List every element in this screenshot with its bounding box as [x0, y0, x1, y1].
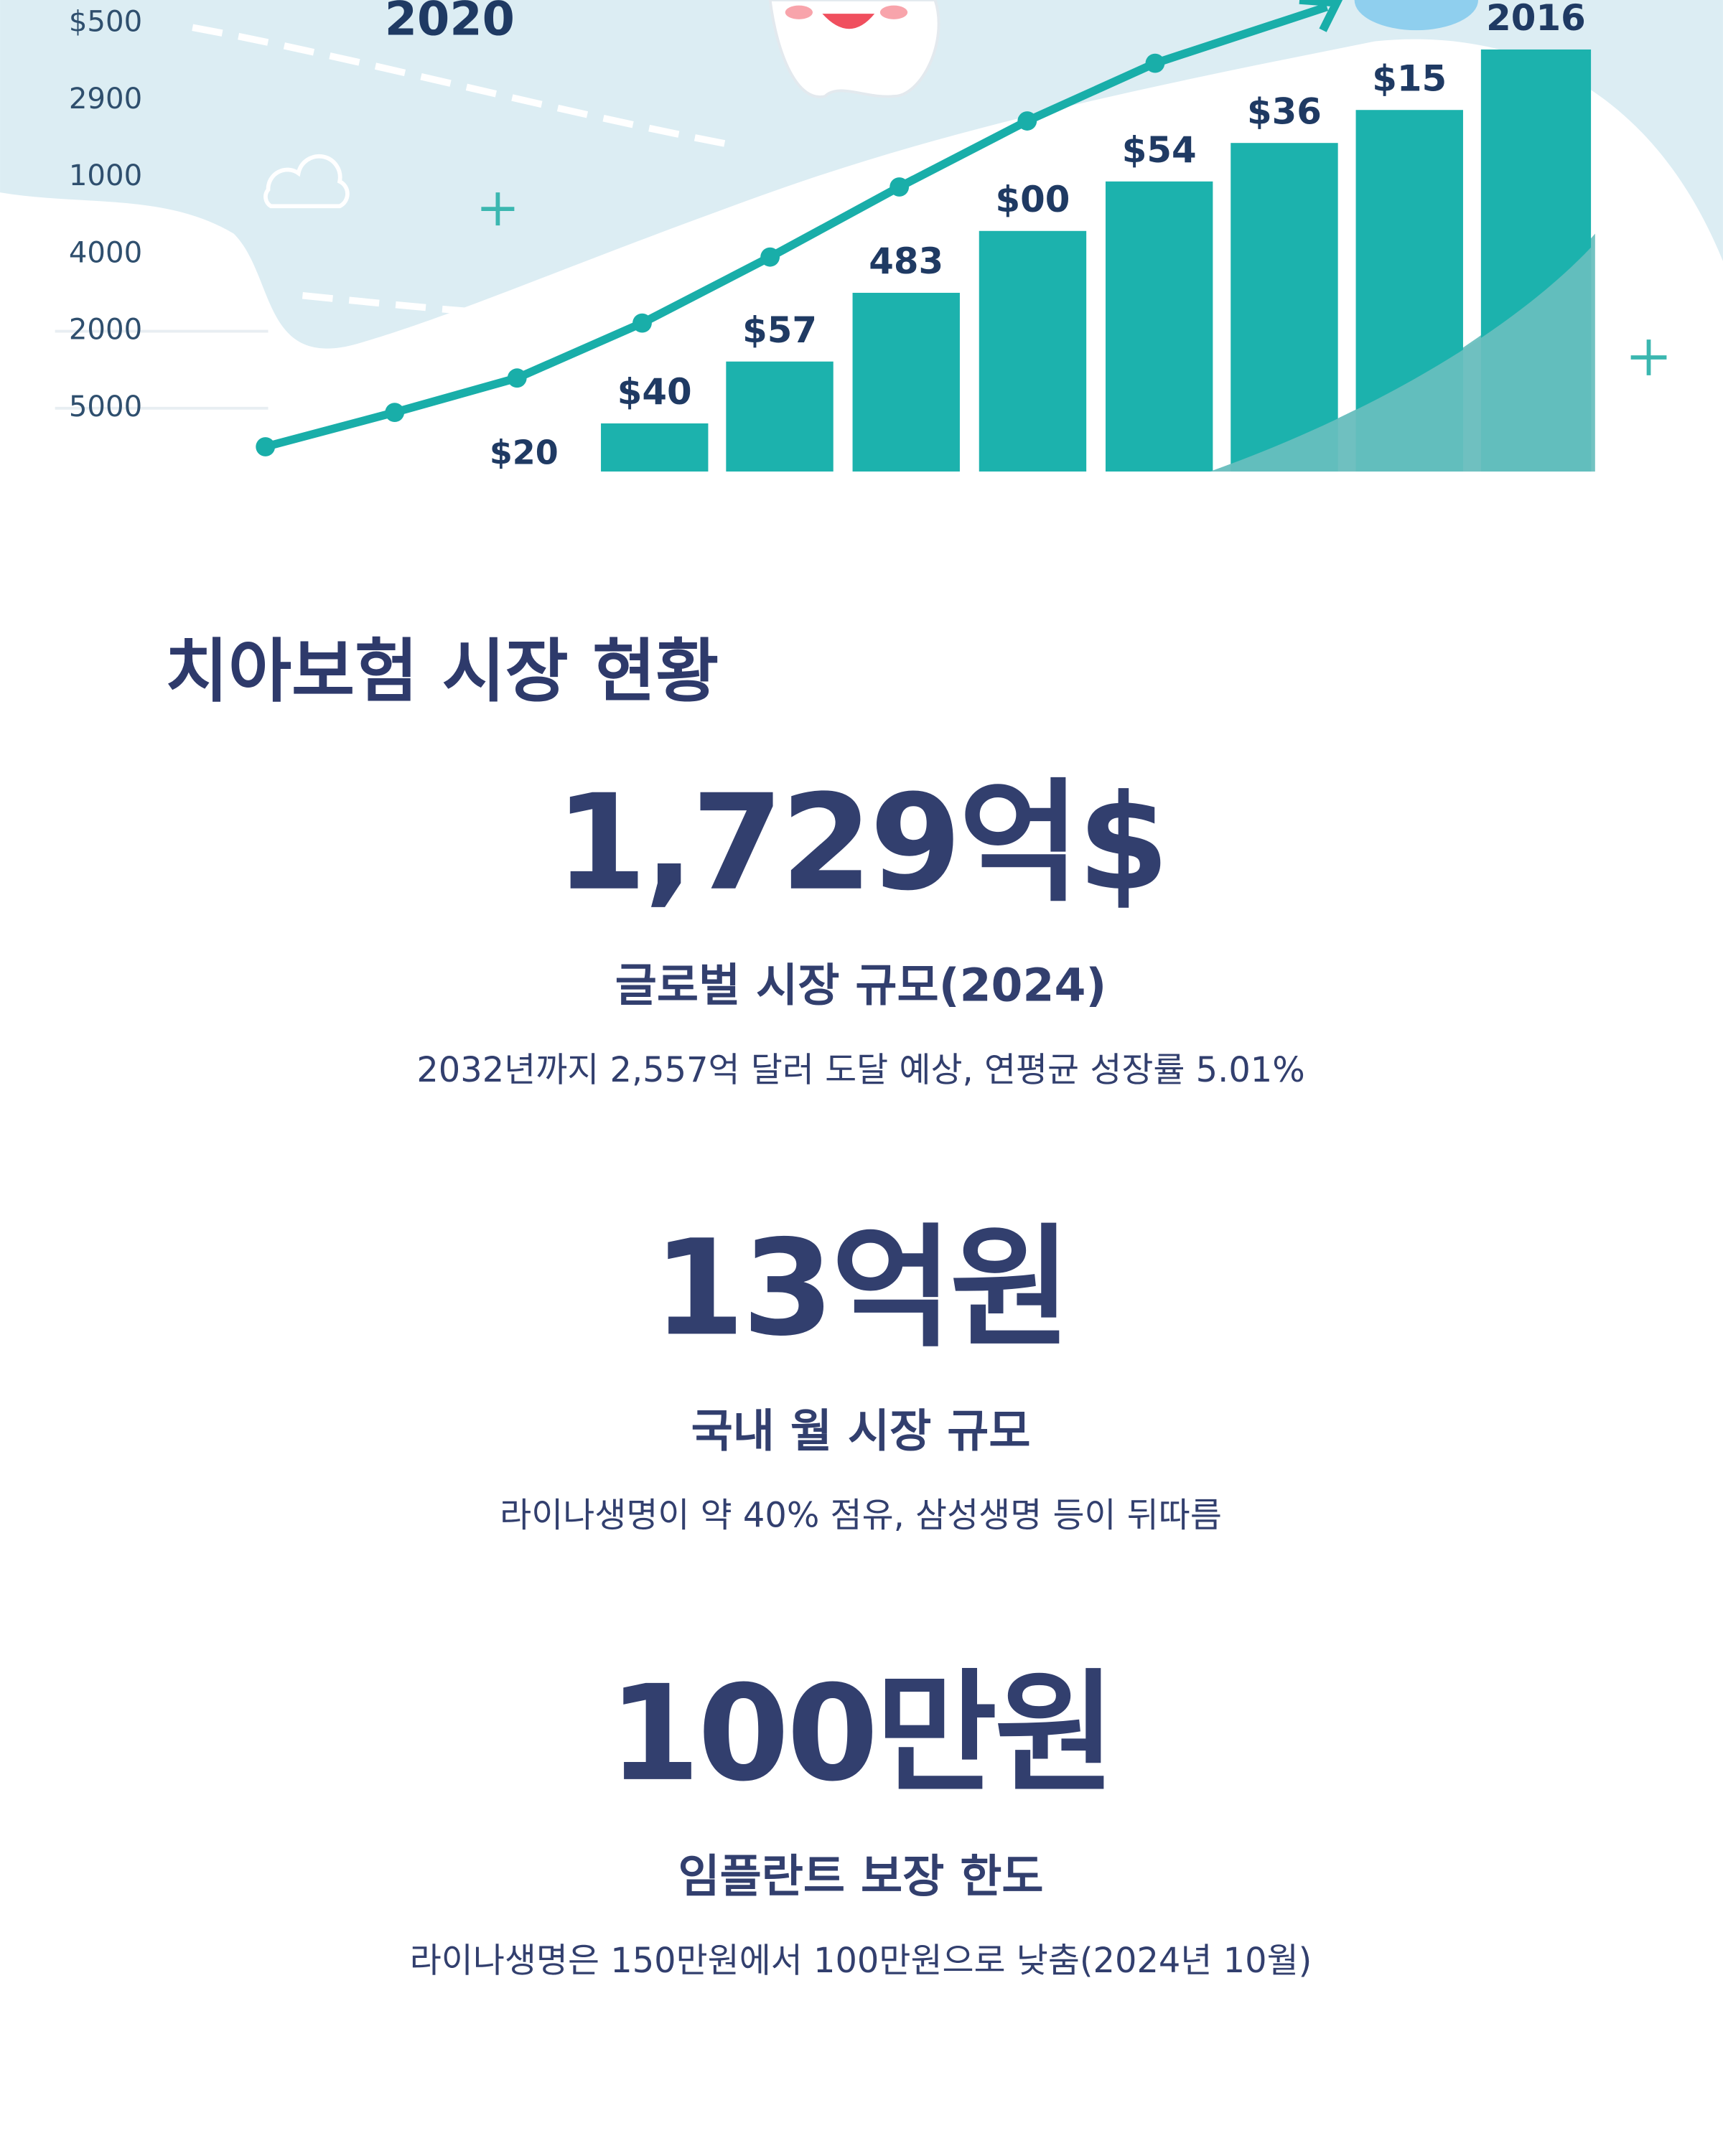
trend-point — [507, 368, 527, 388]
y-label: $500 — [69, 6, 142, 39]
y-label: 2900 — [69, 83, 142, 116]
bar-label: $36 — [1247, 90, 1322, 132]
trend-point — [256, 437, 276, 456]
y-label: 5000 — [69, 390, 142, 423]
y-labels: $500 2900 1000 4000 2000 5000 — [69, 6, 142, 423]
bar-label: 2016 — [1486, 0, 1586, 39]
trend-point — [1145, 53, 1165, 73]
wave-overlay — [1210, 247, 1592, 472]
stats: 1,729억$ 글로벌 시장 규모(2024) 2032년까지 2,557억 달러 … — [410, 767, 1312, 1981]
stat-label: 임플란트 보장 한도 — [678, 1850, 1044, 1903]
trend-point — [632, 313, 652, 333]
bar — [601, 423, 709, 472]
bar — [1105, 181, 1213, 472]
bar — [852, 292, 960, 472]
bar-labels: $40 $57 483 $00 $54 $36 $15 2016 — [617, 0, 1586, 413]
bar-label: 483 — [869, 240, 943, 282]
cloud — [263, 154, 350, 209]
trend-point — [760, 247, 780, 267]
bar — [979, 230, 1087, 472]
bar-label: $57 — [742, 309, 817, 351]
bar-label: $00 — [995, 179, 1070, 220]
stat-value: 100만원 — [609, 1657, 1113, 1811]
year-label: 2020 — [385, 0, 515, 47]
trend-point — [385, 403, 405, 423]
balloon — [1354, 0, 1478, 31]
tooth-mouth — [822, 14, 875, 29]
y-label: 4000 — [69, 236, 142, 269]
bar — [726, 361, 834, 472]
trend-arrow — [1299, 0, 1343, 32]
dashed-line — [302, 292, 495, 317]
plus-icon — [481, 192, 515, 226]
y-label: 2000 — [69, 314, 142, 347]
stat-description: 라이나생명이 약 40% 점유, 삼성생명 등이 뒤따름 — [500, 1496, 1222, 1536]
stat-label: 글로벌 시장 규모(2024) — [615, 959, 1107, 1012]
bars — [601, 49, 1592, 472]
trend-points — [256, 53, 1165, 456]
trend-point — [889, 177, 910, 197]
trend-point — [1017, 111, 1037, 131]
illustration: 2020 $20 $500 2900 1000 4000 2000 5000 $40 $57… — [0, 0, 1723, 472]
tooth-character — [768, 0, 940, 98]
stat-description: 라이나생명은 150만원에서 100만원으로 낮춤(2024년 10월) — [410, 1941, 1312, 1981]
bar-label: $40 — [617, 371, 692, 413]
stat: 1,729억$ 글로벌 시장 규모(2024) 2032년까지 2,557억 달러 … — [416, 767, 1304, 1090]
plus-icon — [1630, 339, 1667, 375]
section-title: 치아보험 시장 현황 — [165, 632, 719, 712]
tooth-cheek — [879, 5, 908, 19]
tooth-cheek — [785, 5, 813, 19]
dashed-line — [192, 24, 730, 148]
stat-value: 1,729억$ — [555, 767, 1167, 920]
bar-label: $54 — [1122, 129, 1197, 171]
stat-value: 13억원 — [653, 1211, 1069, 1365]
y-label: 1000 — [69, 159, 142, 192]
sky — [0, 0, 1723, 349]
bar — [1231, 143, 1338, 472]
stat-label: 국내 월 시장 규모 — [691, 1404, 1031, 1457]
point-label: $20 — [490, 433, 559, 472]
stat-description: 2032년까지 2,557억 달러 도달 예상, 연평균 성장률 5.01% — [416, 1051, 1304, 1090]
bar-label: $15 — [1372, 58, 1447, 100]
